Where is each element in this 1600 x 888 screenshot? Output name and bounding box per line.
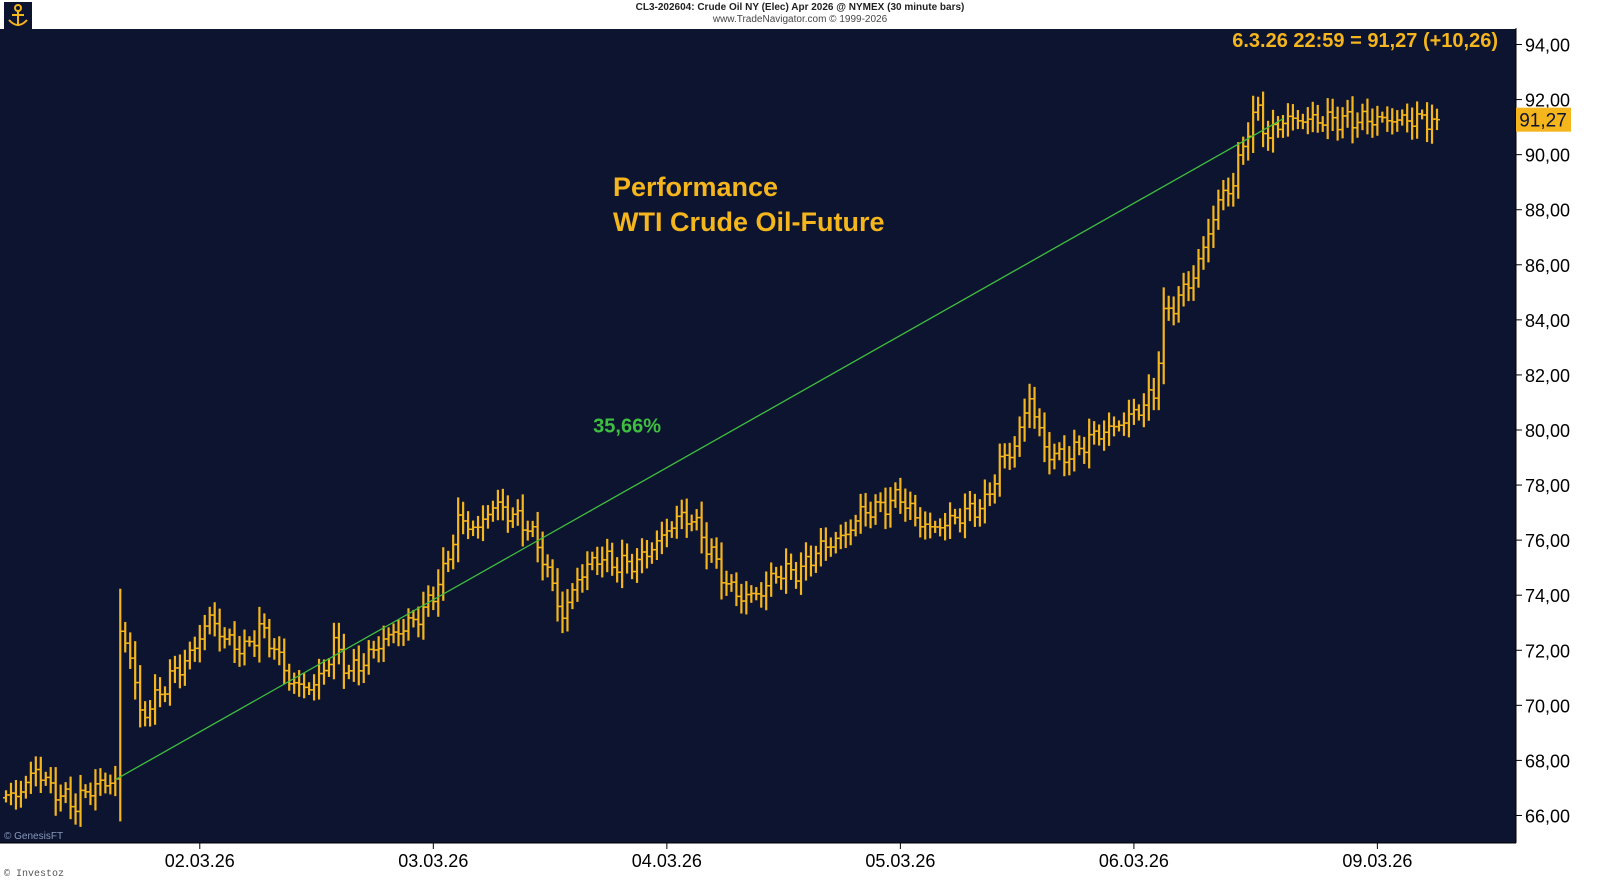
x-tick-label: 04.03.26: [632, 851, 702, 871]
chart-header-copyright: www.TradeNavigator.com © 1999-2026: [712, 14, 888, 25]
y-tick-label: 66,00: [1525, 806, 1570, 826]
x-tick-label: 02.03.26: [165, 851, 235, 871]
y-tick-label: 88,00: [1525, 201, 1570, 221]
y-tick-label: 90,00: [1525, 146, 1570, 166]
last-price-tag: 91,27: [1516, 107, 1571, 132]
x-tick-label: 06.03.26: [1099, 851, 1169, 871]
x-tick-label: 05.03.26: [865, 851, 935, 871]
last-price-tag-text: 91,27: [1519, 111, 1567, 132]
y-tick-label: 78,00: [1525, 476, 1570, 496]
y-tick-label: 72,00: [1525, 641, 1570, 661]
last-price-tag-background: [1516, 107, 1571, 132]
chart-header-symbol: CL3-202604: Crude Oil NY (Elec) Apr 2026…: [635, 2, 965, 13]
y-axis: 66,00 68,00 70,00 72,00 74,00 76,00 78,00 80,00…: [1515, 28, 1570, 843]
y-tick-label: 80,00: [1525, 421, 1570, 441]
ohlc-bar: [1434, 108, 1440, 131]
price-bars: [3, 91, 1440, 827]
y-tick-label: 82,00: [1525, 366, 1570, 386]
chart-title: Performance: [613, 172, 778, 202]
y-tick-label: 92,00: [1525, 91, 1570, 111]
x-tick-label: 09.03.26: [1342, 851, 1412, 871]
last-bar-info-label: 6.3.26 22:59 = 91,27 (+10,26): [1232, 30, 1498, 52]
trend-percentage-label: 35,66%: [593, 416, 661, 438]
x-axis: 02.03.26 03.03.26 04.03.26 05.03.26 06.03.26…: [0, 842, 1516, 871]
y-tick-label: 68,00: [1525, 751, 1570, 771]
plot-background: [0, 28, 1516, 843]
footer-credit: © Investoz: [4, 869, 65, 880]
watermark: © GenesisFT: [4, 831, 64, 842]
trend-line: [114, 118, 1284, 781]
chart-subtitle: WTI Crude Oil-Future: [613, 207, 884, 237]
x-tick-label: 03.03.26: [398, 851, 468, 871]
y-tick-label: 94,00: [1525, 36, 1570, 56]
y-tick-label: 74,00: [1525, 586, 1570, 606]
y-tick-label: 86,00: [1525, 256, 1570, 276]
y-tick-label: 76,00: [1525, 531, 1570, 551]
anchor-logo-icon: [4, 2, 32, 30]
y-tick-label: 70,00: [1525, 696, 1570, 716]
y-tick-label: 84,00: [1525, 311, 1570, 331]
